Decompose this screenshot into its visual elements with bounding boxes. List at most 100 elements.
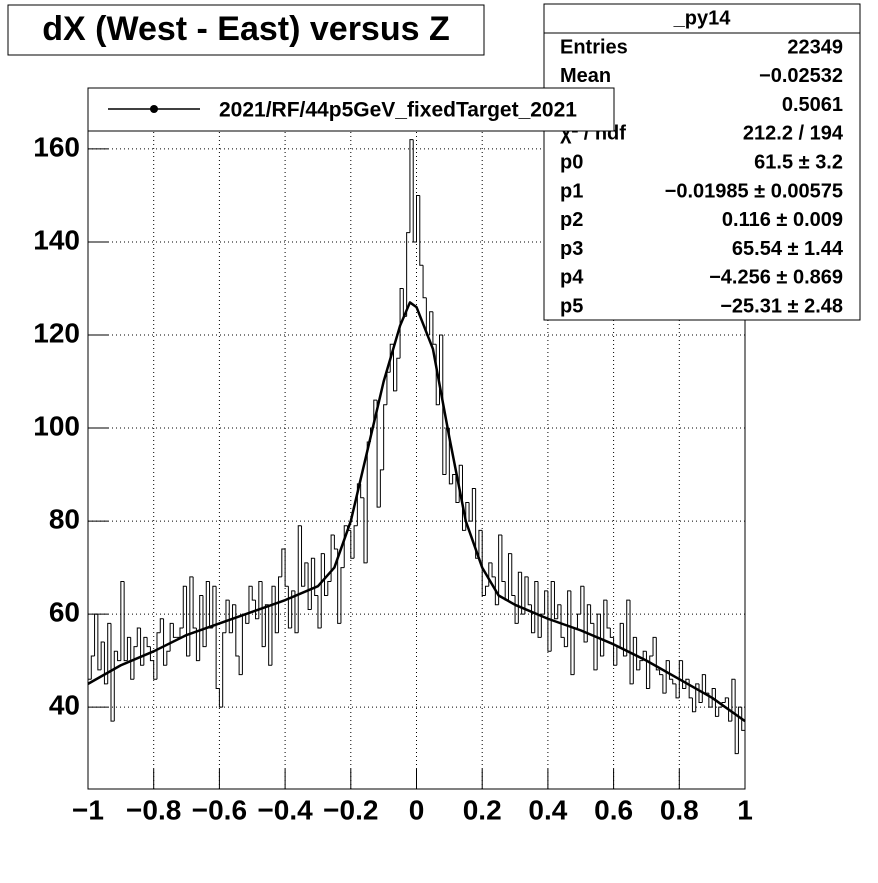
stats-value: 65.54 ± 1.44	[732, 238, 844, 260]
histogram-bin	[481, 530, 486, 596]
histogram-bin	[695, 683, 700, 712]
histogram-bin	[90, 655, 95, 680]
histogram-bin	[429, 311, 433, 336]
histogram-bin	[511, 553, 516, 596]
histogram-bin	[271, 585, 276, 666]
histogram-bin	[544, 590, 548, 615]
histogram-bin	[527, 576, 532, 606]
histogram-bin	[120, 581, 125, 661]
histogram-bin	[728, 697, 732, 722]
histogram-bin	[714, 688, 719, 717]
histogram-bin	[189, 576, 194, 656]
histogram-bin	[560, 604, 565, 638]
histogram-bin	[205, 581, 210, 647]
histogram-bin	[724, 697, 729, 703]
stats-value: 61.5 ± 3.2	[754, 151, 843, 173]
histogram-bin	[245, 614, 249, 624]
histogram-bin	[649, 655, 654, 689]
x-tick-label: −0.8	[126, 794, 181, 825]
histogram-bin	[94, 613, 98, 656]
histogram-bin	[136, 627, 141, 647]
histogram-bin	[314, 558, 318, 596]
histogram-bin	[550, 581, 555, 652]
histogram-bin	[737, 706, 742, 754]
histogram-bin	[264, 604, 269, 647]
histogram-bin	[606, 600, 611, 629]
fit-curve	[87, 301, 746, 723]
histogram-bin	[324, 553, 328, 596]
histogram-bin	[442, 335, 447, 476]
histogram-bin	[580, 585, 585, 615]
histogram-bin	[333, 535, 338, 550]
histogram-bin	[202, 595, 207, 648]
histogram-bin	[330, 534, 335, 582]
histogram-bin	[376, 400, 381, 508]
histogram-bin	[599, 614, 604, 657]
histogram-bin	[603, 599, 608, 656]
histogram-bin	[691, 697, 696, 713]
histogram-bin	[409, 139, 414, 233]
histogram-bin	[212, 585, 217, 629]
histogram-bin	[639, 660, 644, 670]
y-tick-label: 160	[33, 131, 80, 162]
stats-label: p4	[560, 267, 584, 289]
histogram-bin	[255, 600, 259, 620]
histogram-bin	[632, 636, 637, 684]
histogram-bin	[110, 623, 115, 722]
histogram-bin	[406, 232, 410, 317]
histogram-bin	[731, 678, 736, 722]
histogram-bin	[478, 529, 483, 559]
histogram-bin	[258, 581, 263, 619]
x-tick-label: −0.2	[323, 794, 378, 825]
histogram-bin	[113, 650, 118, 722]
histogram-bin	[422, 265, 427, 299]
y-tick-label: 40	[49, 690, 80, 721]
histogram-bin	[524, 576, 529, 615]
histogram-bin	[708, 693, 713, 708]
histogram-bin	[419, 195, 424, 266]
histogram-bin	[140, 628, 144, 666]
histogram-bin	[491, 562, 496, 578]
histogram-bin	[294, 590, 299, 634]
histogram-bin	[629, 600, 634, 685]
histogram-bin	[718, 706, 723, 717]
stats-value: 212.2 / 194	[743, 123, 844, 145]
x-tick-label: 0.4	[528, 794, 567, 825]
histogram-bin	[501, 535, 506, 583]
histogram-bin	[576, 613, 581, 629]
x-tick-label: 0.6	[594, 794, 633, 825]
histogram-bin	[448, 428, 453, 485]
x-tick-label: −1	[72, 794, 104, 825]
histogram-bin	[534, 581, 539, 633]
histogram-bin	[507, 553, 512, 601]
x-tick-label: 0.8	[660, 794, 699, 825]
histogram-bin	[107, 622, 111, 684]
histogram-bin	[494, 576, 499, 606]
histogram-bin	[343, 525, 348, 568]
histogram-bin	[117, 651, 121, 662]
histogram-bin	[645, 651, 650, 690]
histogram-bin	[665, 660, 670, 694]
y-tick-label: 60	[49, 596, 80, 627]
histogram-bin	[521, 572, 525, 615]
histogram-bin	[337, 548, 341, 624]
histogram-bin	[596, 613, 601, 670]
x-tick-label: −0.4	[257, 794, 313, 825]
stats-label: p0	[560, 151, 583, 173]
stats-value: −0.01985 ± 0.00575	[665, 180, 843, 202]
histogram-bin	[353, 525, 358, 559]
histogram-bin	[734, 679, 739, 755]
histogram-bin	[626, 599, 631, 656]
histogram-bin	[619, 622, 624, 647]
histogram-bin	[192, 576, 197, 629]
histogram-bin	[261, 581, 266, 648]
histogram-bin	[274, 586, 279, 634]
histogram-bin	[590, 604, 594, 624]
histogram-bin	[412, 139, 417, 243]
histogram-bin	[159, 618, 164, 633]
histogram-bin	[304, 562, 309, 587]
histogram-bin	[238, 655, 243, 676]
histogram-bin	[570, 590, 575, 676]
x-tick-label: 0	[409, 794, 425, 825]
